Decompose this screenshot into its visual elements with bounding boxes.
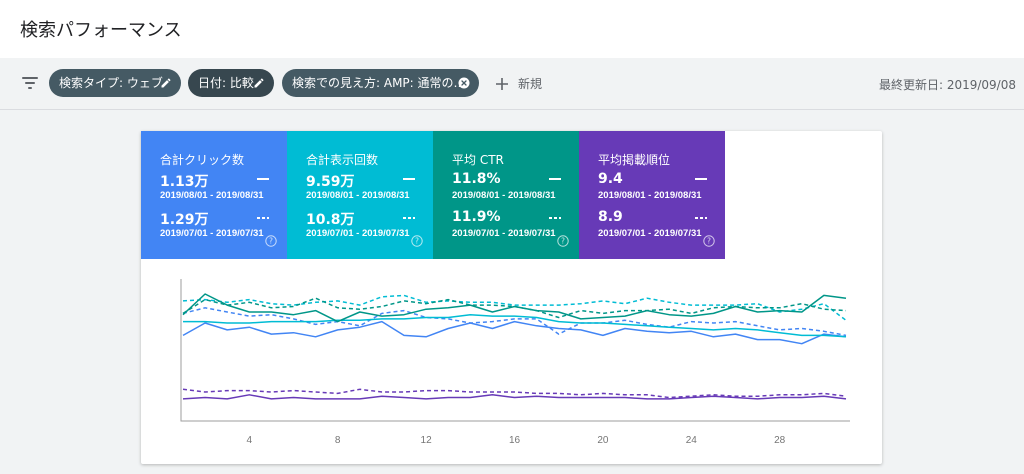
metric-range-current: 2019/08/01 - 2019/08/31 bbox=[160, 190, 264, 201]
dashed-line-legend bbox=[257, 217, 269, 219]
solid-line-legend bbox=[695, 178, 707, 180]
metric-range-current: 2019/08/01 - 2019/08/31 bbox=[306, 190, 410, 201]
metric-value-current: 9.59万 bbox=[306, 174, 355, 190]
metric-tile-ctr[interactable]: 平均 CTR 11.8% 2019/08/01 - 2019/08/31 11.… bbox=[433, 131, 579, 259]
filter-icon[interactable] bbox=[22, 77, 38, 89]
chart-svg: 4 8 12 16 20 24 28 bbox=[180, 279, 850, 446]
x-tick-label: 16 bbox=[509, 435, 521, 446]
chip-label: 日付: 比較 bbox=[198, 76, 254, 90]
metric-value-current: 9.4 bbox=[598, 171, 623, 187]
add-filter-label: 新規 bbox=[518, 77, 543, 91]
metric-title: 平均掲載順位 bbox=[598, 153, 671, 167]
help-icon[interactable]: ? bbox=[265, 235, 277, 247]
performance-card: 合計クリック数 1.13万 2019/08/01 - 2019/08/31 1.… bbox=[141, 131, 882, 464]
svg-text:?: ? bbox=[415, 237, 419, 246]
close-circle-icon[interactable] bbox=[458, 77, 470, 89]
dashed-line-legend bbox=[695, 217, 707, 219]
series-line-5[interactable] bbox=[182, 297, 847, 319]
page-title: 検索パフォーマンス bbox=[20, 20, 182, 41]
dashed-line-legend bbox=[403, 217, 415, 219]
metric-title: 合計表示回数 bbox=[306, 153, 379, 167]
chart-axis bbox=[180, 279, 850, 422]
metric-tile-impressions[interactable]: 合計表示回数 9.59万 2019/08/01 - 2019/08/31 10.… bbox=[287, 131, 433, 259]
metric-title: 平均 CTR bbox=[452, 153, 504, 167]
pencil-icon[interactable] bbox=[160, 77, 172, 89]
help-icon[interactable]: ? bbox=[703, 235, 715, 247]
x-tick-label: 24 bbox=[686, 435, 698, 446]
metric-value-previous: 8.9 bbox=[598, 209, 623, 225]
series-line-7[interactable] bbox=[182, 388, 847, 399]
series-line-6[interactable] bbox=[182, 394, 847, 400]
metric-range-previous: 2019/07/01 - 2019/07/31 bbox=[306, 228, 410, 239]
metric-tile-position[interactable]: 平均掲載順位 9.4 2019/08/01 - 2019/08/31 8.9 2… bbox=[579, 131, 725, 259]
metric-range-current: 2019/08/01 - 2019/08/31 bbox=[598, 190, 702, 201]
performance-chart: 4 8 12 16 20 24 28 bbox=[141, 271, 882, 464]
svg-text:?: ? bbox=[269, 237, 273, 246]
filter-chip-search-appearance[interactable]: 検索での見え方: AMP: 通常の… bbox=[282, 69, 479, 97]
series-line-2[interactable] bbox=[183, 313, 847, 338]
metric-value-previous: 10.8万 bbox=[306, 212, 355, 228]
chip-label: 検索での見え方: AMP: 通常の… bbox=[292, 76, 466, 90]
metric-range-previous: 2019/07/01 - 2019/07/31 bbox=[452, 228, 556, 239]
metric-title: 合計クリック数 bbox=[160, 153, 245, 167]
filter-chip-search-type[interactable]: 検索タイプ: ウェブ bbox=[49, 69, 181, 97]
chip-label: 検索タイプ: ウェブ bbox=[59, 76, 163, 90]
metric-value-current: 1.13万 bbox=[160, 174, 209, 190]
x-tick-label: 4 bbox=[247, 435, 253, 446]
metric-range-current: 2019/08/01 - 2019/08/31 bbox=[452, 190, 556, 201]
metric-value-current: 11.8% bbox=[452, 171, 501, 187]
solid-line-legend bbox=[403, 178, 415, 180]
last-updated: 最終更新日: 2019/09/08 bbox=[878, 78, 1016, 92]
filter-chip-date[interactable]: 日付: 比較 bbox=[188, 69, 274, 97]
metric-value-previous: 1.29万 bbox=[160, 212, 209, 228]
x-tick-label: 28 bbox=[774, 435, 786, 446]
metric-range-previous: 2019/07/01 - 2019/07/31 bbox=[160, 228, 264, 239]
solid-line-legend bbox=[257, 178, 269, 180]
metric-tile-clicks[interactable]: 合計クリック数 1.13万 2019/08/01 - 2019/08/31 1.… bbox=[141, 131, 287, 259]
metric-value-previous: 11.9% bbox=[452, 209, 501, 225]
solid-line-legend bbox=[549, 178, 561, 180]
x-tick-label: 20 bbox=[597, 435, 609, 446]
metric-range-previous: 2019/07/01 - 2019/07/31 bbox=[598, 228, 702, 239]
filter-bar: 検索タイプ: ウェブ 日付: 比較 検索での見え方: AMP: 通常の… 新規 … bbox=[0, 58, 1024, 110]
series-line-0[interactable] bbox=[182, 320, 847, 345]
svg-text:?: ? bbox=[707, 237, 711, 246]
dashed-line-legend bbox=[549, 217, 561, 219]
help-icon[interactable]: ? bbox=[557, 235, 569, 247]
x-tick-label: 12 bbox=[421, 435, 433, 446]
help-icon[interactable]: ? bbox=[411, 235, 423, 247]
pencil-icon[interactable] bbox=[253, 77, 265, 89]
app-header: 検索パフォーマンス bbox=[0, 0, 1024, 58]
series-line-1[interactable] bbox=[182, 307, 847, 337]
plus-icon bbox=[496, 78, 508, 90]
svg-text:?: ? bbox=[561, 237, 565, 246]
x-tick-label: 8 bbox=[335, 435, 341, 446]
